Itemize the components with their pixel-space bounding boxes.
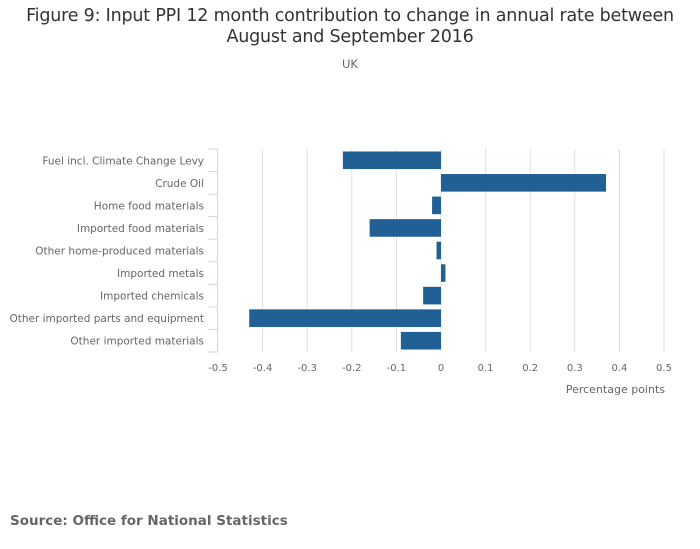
category-label: Home food materials	[94, 200, 204, 212]
x-tick-label: -0.4	[253, 363, 273, 374]
x-tick-label: 0.2	[522, 363, 538, 374]
bar	[441, 174, 607, 192]
x-axis-title: Percentage points	[566, 383, 665, 396]
bar	[436, 241, 441, 260]
bar	[369, 219, 441, 237]
category-label: Other home-produced materials	[35, 246, 204, 258]
x-tick-label: 0	[438, 363, 444, 374]
chart-subtitle: UK	[342, 57, 358, 71]
source-note: Source: Office for National Statistics	[10, 513, 288, 529]
y-axis: Fuel incl. Climate Change Levy Crude Oil H…	[9, 148, 218, 353]
chart-title: Figure 9: Input PPI 12 month contributio…	[26, 6, 674, 47]
x-tick-label: 0.4	[611, 363, 627, 374]
bar	[249, 309, 441, 327]
x-tick-label: 0.1	[478, 363, 494, 374]
category-label: Other imported parts and equipment	[9, 313, 204, 325]
category-label: Imported metals	[117, 268, 204, 280]
x-tick-label: 0.3	[567, 363, 583, 374]
category-label: Fuel incl. Climate Change Levy	[42, 155, 204, 167]
x-tick-label: -0.2	[342, 363, 362, 374]
bar	[441, 264, 446, 282]
bar	[342, 151, 441, 170]
bar	[400, 331, 441, 350]
x-axis: -0.5 -0.4 -0.3 -0.2 -0.1 0 0.1 0.2 0.3 0.4 0.5	[208, 363, 672, 374]
bars	[249, 151, 607, 350]
bar	[432, 196, 441, 215]
category-label: Imported food materials	[77, 223, 204, 235]
x-tick-label: -0.3	[297, 363, 317, 374]
x-tick-label: 0.5	[656, 363, 672, 374]
category-label: Crude Oil	[155, 178, 204, 190]
category-label: Other imported materials	[70, 336, 204, 348]
x-tick-label: -0.5	[208, 363, 228, 374]
category-label: Imported chemicals	[100, 291, 204, 303]
x-tick-label: -0.1	[387, 363, 407, 374]
bar	[423, 286, 441, 305]
